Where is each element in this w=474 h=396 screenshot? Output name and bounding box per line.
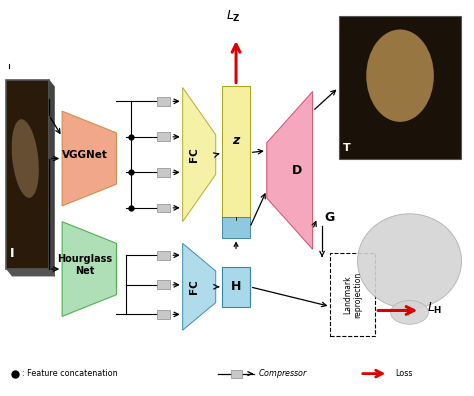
- Text: $L_\mathbf{H}$: $L_\mathbf{H}$: [427, 301, 443, 316]
- Polygon shape: [182, 88, 216, 222]
- Polygon shape: [49, 80, 55, 276]
- Text: G: G: [324, 211, 335, 224]
- Text: H: H: [231, 280, 241, 293]
- FancyBboxPatch shape: [157, 251, 170, 259]
- Ellipse shape: [391, 301, 428, 324]
- Text: : Feature concatenation: : Feature concatenation: [22, 369, 118, 378]
- Text: FC: FC: [190, 280, 200, 294]
- FancyBboxPatch shape: [231, 369, 242, 377]
- Text: Landmark
reprojection: Landmark reprojection: [343, 272, 363, 318]
- Ellipse shape: [12, 119, 39, 198]
- FancyBboxPatch shape: [222, 217, 250, 238]
- Text: z: z: [232, 134, 240, 147]
- Text: Loss: Loss: [395, 369, 413, 378]
- Text: T: T: [343, 143, 351, 152]
- FancyBboxPatch shape: [157, 133, 170, 141]
- Text: D: D: [292, 164, 302, 177]
- Text: VGGNet: VGGNet: [62, 150, 108, 160]
- FancyBboxPatch shape: [222, 86, 250, 220]
- Text: $L_\mathbf{Z}$: $L_\mathbf{Z}$: [226, 9, 241, 25]
- Ellipse shape: [366, 29, 434, 122]
- Ellipse shape: [357, 214, 462, 308]
- FancyBboxPatch shape: [6, 80, 49, 269]
- Text: $\it{Compressor}$: $\it{Compressor}$: [258, 367, 309, 380]
- Polygon shape: [6, 269, 55, 276]
- FancyBboxPatch shape: [157, 204, 170, 212]
- Polygon shape: [182, 244, 216, 330]
- Polygon shape: [267, 91, 313, 249]
- Text: I: I: [10, 247, 15, 260]
- FancyBboxPatch shape: [338, 17, 462, 158]
- Polygon shape: [62, 111, 117, 206]
- FancyBboxPatch shape: [157, 310, 170, 319]
- FancyBboxPatch shape: [330, 253, 375, 336]
- FancyBboxPatch shape: [157, 97, 170, 106]
- Text: FC: FC: [190, 147, 200, 162]
- FancyBboxPatch shape: [157, 168, 170, 177]
- FancyBboxPatch shape: [222, 267, 250, 307]
- Polygon shape: [62, 222, 117, 316]
- FancyBboxPatch shape: [157, 280, 170, 289]
- Text: Hourglass
Net: Hourglass Net: [57, 254, 112, 276]
